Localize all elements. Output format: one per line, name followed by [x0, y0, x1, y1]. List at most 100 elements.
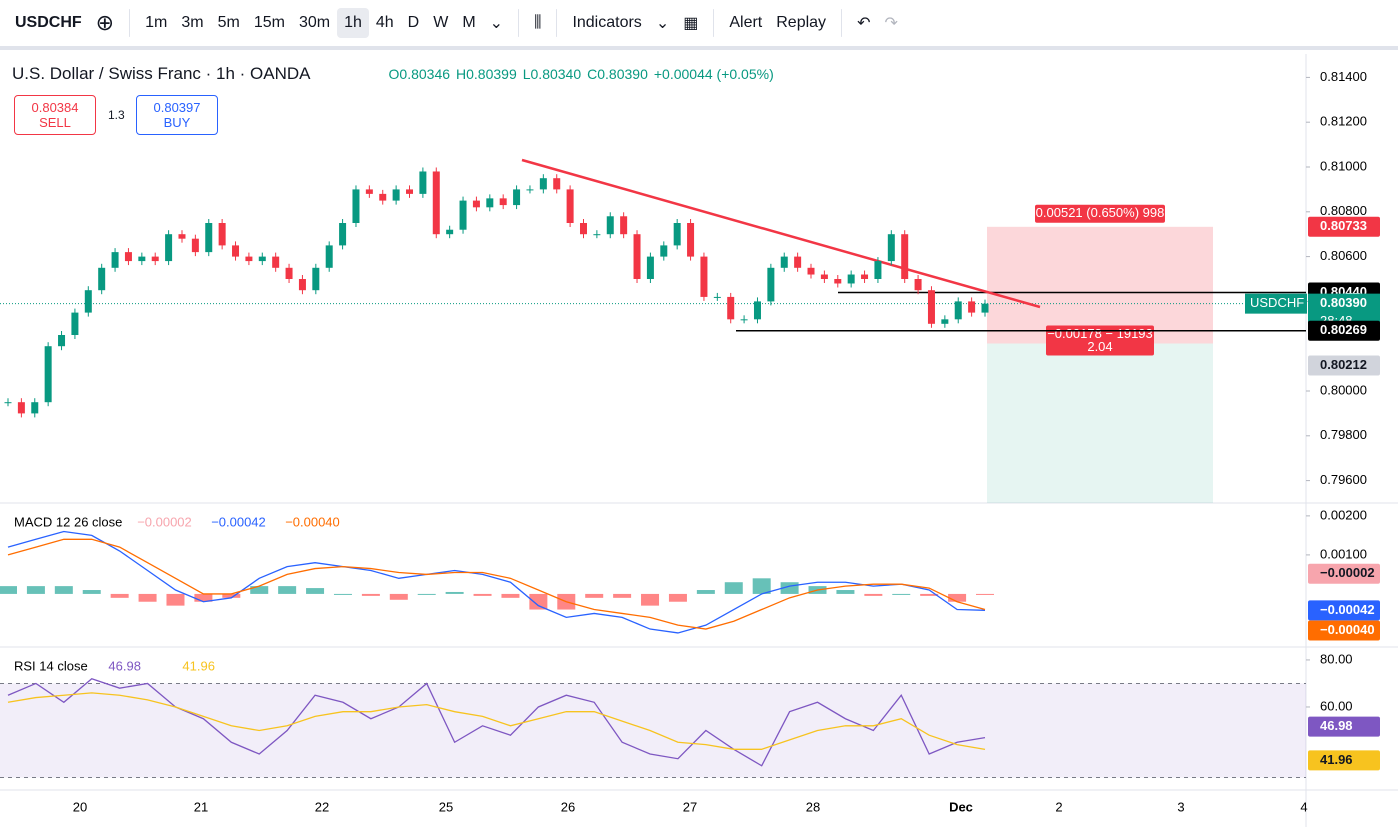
interval[interactable]: 4h [375, 14, 394, 31]
undo[interactable]: ↶ [857, 15, 871, 32]
ohlc-value: H0.80399 [456, 66, 517, 82]
indicators[interactable]: Indicators [572, 14, 642, 31]
candle [579, 223, 587, 235]
chevron[interactable]: ⌄ [489, 15, 504, 32]
ohlc-value: L0.80340 [522, 66, 582, 82]
interval[interactable]: 3m [181, 14, 204, 31]
candle [232, 245, 240, 257]
redo[interactable]: ↷ [884, 15, 898, 32]
histogram-bar [110, 593, 129, 598]
candle [820, 274, 828, 279]
time-label: 2 [1055, 799, 1062, 814]
histogram-bar [948, 593, 967, 602]
candle [968, 301, 976, 313]
histogram-bar [864, 593, 883, 596]
sell-label: SELL [39, 115, 71, 130]
time-label: 26 [561, 799, 575, 814]
candle [887, 234, 895, 262]
symbol-tag: USDCHF [1250, 295, 1304, 310]
value-tag: 46.98 [1320, 718, 1353, 733]
value-tag-bg [1308, 750, 1380, 771]
y-tick-label: 0.80000 [1320, 382, 1367, 397]
target-zone [987, 226, 1213, 344]
candle [419, 171, 427, 194]
y-tick-label: 60.00 [1320, 698, 1353, 713]
toolbar: USDCHF ⊕ 1m 3m 5m 15m 30m 1h 4h D W M ⌄ ⫼ Indicat… [0, 0, 1398, 50]
candle [673, 223, 681, 246]
histogram-bar [724, 582, 743, 594]
histogram-bar [26, 586, 45, 594]
buy-button[interactable]: 0.80397 BUY [136, 95, 218, 135]
candle [794, 256, 802, 268]
value-tag-bg [1308, 716, 1380, 737]
candle [526, 189, 534, 191]
value-tag-bg [1308, 563, 1380, 584]
legend-value: 46.98 [108, 658, 141, 673]
candle [740, 319, 748, 321]
chevron[interactable]: ⌄ [655, 15, 670, 32]
rsi-band [0, 683, 1306, 778]
candle [727, 296, 735, 320]
chart-type[interactable]: ⫼ [534, 14, 542, 31]
ohlc-value: O0.80346 [388, 66, 451, 82]
symbol[interactable]: USDCHF [15, 14, 82, 31]
y-tick-label: 80.00 [1320, 651, 1353, 666]
candle [138, 256, 146, 262]
histogram-bar [361, 593, 380, 596]
histogram-bar [892, 593, 911, 595]
series-line [7, 692, 986, 751]
candle [633, 234, 641, 279]
symbol-tag-bg [1245, 293, 1307, 314]
add-symbol[interactable]: ⊕ [95, 10, 115, 35]
histogram-bar [696, 590, 715, 594]
candle [901, 234, 909, 279]
candle [566, 189, 574, 223]
time-label: 4 [1300, 799, 1307, 814]
candle [539, 178, 547, 190]
spread: 1.3 [108, 108, 125, 122]
stop-label: −0.00178 − 19193 [1047, 326, 1153, 341]
y-tick-label: 0.00200 [1320, 507, 1367, 522]
candle [606, 216, 614, 235]
interval[interactable]: M [462, 14, 476, 31]
interval[interactable]: D [407, 14, 420, 31]
histogram-bar [920, 593, 939, 596]
interval[interactable]: 1m [145, 14, 168, 31]
stop-label-bg [1046, 325, 1154, 356]
interval[interactable]: 30m [298, 14, 331, 31]
candle [285, 267, 293, 279]
time-label: Dec [949, 799, 973, 814]
legend-value: −0.00042 [211, 514, 266, 529]
histogram-bar [780, 582, 799, 594]
interval[interactable]: W [433, 14, 449, 31]
buy-price: 0.80397 [153, 100, 201, 115]
ratio-label: 2.04 [1087, 339, 1112, 354]
stop-zone [987, 343, 1213, 503]
y-tick-label: 0.81200 [1320, 114, 1367, 129]
candle [593, 234, 601, 236]
layouts[interactable]: ▦ [683, 15, 699, 32]
histogram-bar [668, 593, 687, 602]
interval[interactable]: 5m [217, 14, 240, 31]
histogram-bar [0, 586, 17, 594]
y-tick-label: 0.80800 [1320, 203, 1367, 218]
candle [84, 290, 92, 313]
time-label: 22 [315, 799, 329, 814]
interval[interactable]: 15m [253, 14, 285, 31]
pane-title: MACD 12 26 close [14, 514, 122, 529]
alert[interactable]: Alert [729, 14, 763, 31]
y-tick-label: 0.81400 [1320, 69, 1367, 84]
candle [807, 267, 815, 275]
series-line [7, 678, 986, 767]
candle [767, 267, 775, 302]
candle [847, 274, 855, 284]
interval[interactable]: 1h [337, 8, 369, 38]
replay[interactable]: Replay [776, 14, 827, 31]
legend-value: −0.00040 [285, 514, 340, 529]
candle [432, 171, 440, 235]
intervals: 1m 3m 5m 15m 30m 1h 4h D W M [138, 8, 483, 38]
price-tag: 0.80390 [1320, 295, 1367, 310]
sell-button[interactable]: 0.80384 SELL [14, 95, 96, 135]
candle [700, 256, 708, 297]
